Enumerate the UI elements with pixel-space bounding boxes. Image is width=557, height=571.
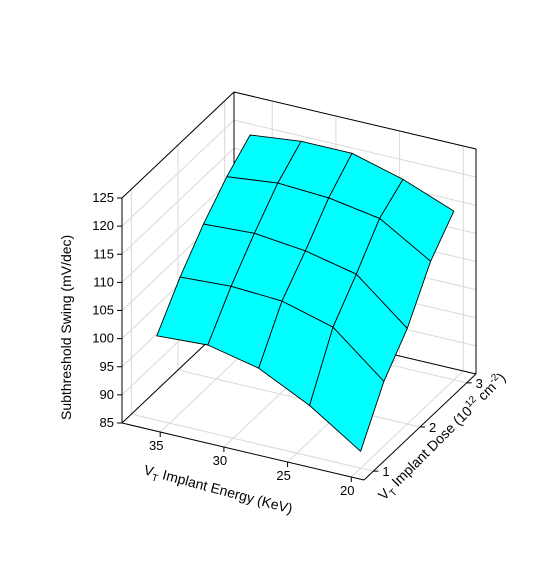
x-tick-label: 20 [340, 483, 354, 498]
x-tick-label: 35 [149, 438, 163, 453]
z-tick-label: 115 [93, 246, 114, 261]
tick-labels: 85 90 95 100 105 110 115 120 125 20 25 30 35 1 2 3 [92, 190, 483, 498]
x-tick-label: 25 [276, 468, 290, 483]
frame-edge [121, 91, 235, 199]
z-tick-label: 105 [92, 303, 114, 318]
frame-edge [121, 422, 365, 481]
gridline-y-floor [131, 413, 374, 472]
z-tick-label: 95 [100, 359, 114, 374]
y-axis-label: VT Implant Dose (1012 cm-2) [374, 369, 511, 506]
z-tick-label: 100 [92, 331, 114, 346]
gridline-y-floor [177, 369, 421, 428]
z-tick-label: 125 [92, 190, 114, 205]
frame-edge [233, 91, 477, 150]
y-tick-label: 2 [429, 420, 436, 435]
gridline-z-back [233, 119, 477, 178]
y-tick-label: 1 [382, 464, 389, 479]
z-tick-label: 90 [100, 387, 114, 402]
z-tick-label: 85 [100, 415, 114, 430]
x-tick-label: 30 [213, 453, 227, 468]
surface-patch [309, 326, 385, 452]
z-tick-label: 120 [92, 218, 114, 233]
surface-plot [156, 134, 455, 452]
x-axis-label: VT Implant Energy (KeV) [141, 461, 294, 520]
z-tick-label: 110 [93, 274, 114, 289]
z-axis-label: Subthreshold Swing (mV/dec) [58, 235, 74, 420]
y-tick-label: 3 [476, 376, 483, 391]
